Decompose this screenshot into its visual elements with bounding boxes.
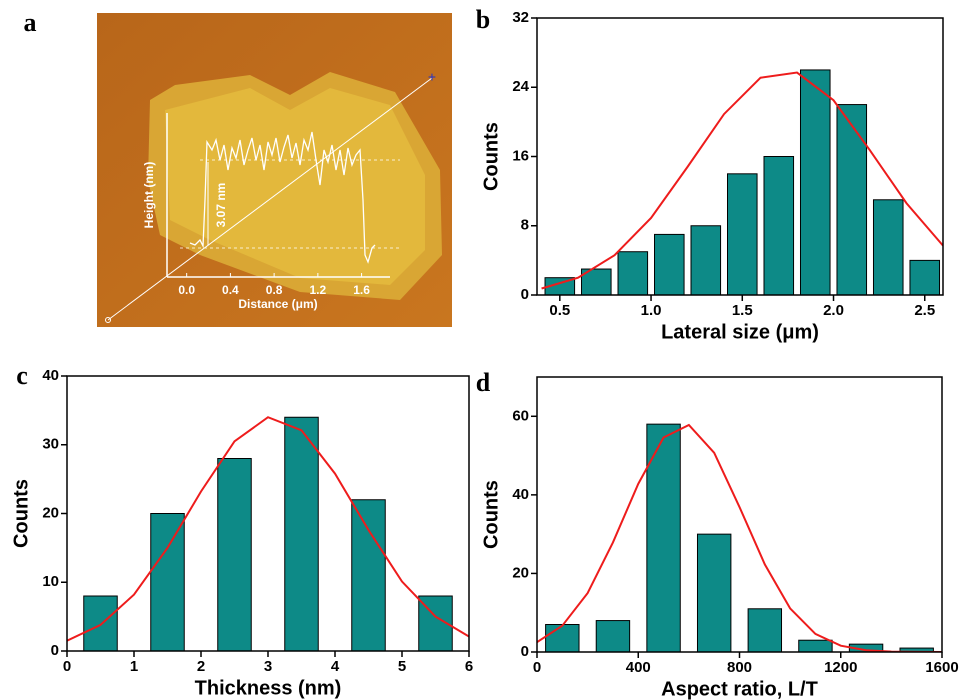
bar bbox=[690, 225, 722, 296]
x-tick-label: 0 bbox=[63, 658, 71, 675]
bar bbox=[727, 173, 758, 296]
bar bbox=[545, 624, 580, 653]
x-tick-label: 1.0 bbox=[641, 302, 662, 319]
x-tick-label: 3 bbox=[264, 658, 272, 675]
inset-x-label: Distance (μm) bbox=[238, 297, 317, 311]
scan-line bbox=[107, 77, 433, 321]
plot bbox=[541, 69, 943, 296]
x-tick-label: 0.5 bbox=[549, 302, 570, 319]
bar bbox=[654, 233, 685, 296]
x-tick-label: 2.5 bbox=[914, 302, 935, 319]
x-axis-label: Lateral size (μm) bbox=[661, 321, 819, 343]
bar bbox=[595, 620, 631, 653]
x-tick-label: 0.4 bbox=[222, 283, 239, 297]
bar bbox=[83, 595, 118, 652]
x-tick-label: 0.8 bbox=[266, 283, 283, 297]
fit-curve bbox=[537, 423, 942, 652]
bar bbox=[284, 416, 319, 652]
y-tick-label: 20 bbox=[512, 564, 529, 581]
y-tick-label: 20 bbox=[42, 504, 59, 521]
bar bbox=[799, 69, 831, 296]
fit-curve bbox=[67, 416, 469, 642]
x-tick-label: 2.0 bbox=[823, 302, 844, 319]
bar bbox=[872, 199, 904, 296]
y-tick-label: 32 bbox=[512, 9, 529, 26]
bar bbox=[836, 104, 868, 296]
bar bbox=[351, 499, 386, 652]
y-tick-label: 0 bbox=[51, 642, 59, 659]
fit-curve bbox=[541, 71, 943, 290]
x-tick-label: 400 bbox=[626, 659, 651, 676]
scan-start bbox=[105, 317, 111, 323]
flake-top bbox=[165, 88, 425, 285]
x-tick-label: 0.0 bbox=[178, 283, 195, 297]
y-axis-label: Counts bbox=[480, 480, 502, 549]
x-tick-label: 1.6 bbox=[353, 283, 370, 297]
bar bbox=[617, 251, 649, 296]
x-tick-label: 5 bbox=[398, 658, 406, 675]
x-tick-label: 1 bbox=[130, 658, 138, 675]
x-tick-label: 1.2 bbox=[310, 283, 327, 297]
bar bbox=[696, 533, 732, 653]
bar bbox=[217, 458, 252, 652]
panel-label: b bbox=[476, 5, 490, 34]
y-axis-label: Counts bbox=[10, 479, 32, 548]
y-tick-label: 40 bbox=[512, 486, 529, 503]
x-axis-label: Thickness (nm) bbox=[195, 677, 342, 699]
x-tick-label: 0 bbox=[533, 659, 541, 676]
y-tick-label: 10 bbox=[42, 573, 59, 590]
plot bbox=[67, 416, 469, 652]
height-profile bbox=[189, 131, 376, 264]
y-tick-label: 24 bbox=[512, 78, 529, 95]
y-tick-label: 0 bbox=[521, 643, 529, 660]
bar bbox=[747, 608, 783, 653]
y-tick-label: 40 bbox=[42, 367, 59, 384]
bar bbox=[150, 513, 185, 652]
y-tick-label: 30 bbox=[42, 436, 59, 453]
x-tick-label: 2 bbox=[197, 658, 205, 675]
panel-label: c bbox=[16, 361, 28, 390]
x-tick-label: 4 bbox=[331, 658, 340, 675]
scan-end: + bbox=[428, 69, 436, 85]
x-tick-label: 1600 bbox=[925, 659, 958, 676]
y-tick-label: 0 bbox=[521, 286, 529, 303]
y-axis-label: Counts bbox=[480, 122, 502, 191]
x-axis-label: Aspect ratio, L/T bbox=[661, 678, 818, 700]
panel-label: d bbox=[476, 368, 491, 397]
annotation: 3.07 nm bbox=[214, 183, 228, 228]
plot bbox=[537, 423, 942, 653]
y-tick-label: 8 bbox=[521, 217, 529, 234]
y-tick-label: 16 bbox=[512, 147, 529, 164]
x-tick-label: 800 bbox=[727, 659, 752, 676]
bar bbox=[646, 423, 681, 653]
inset-y-label: Height (nm) bbox=[142, 162, 156, 229]
bar bbox=[763, 156, 795, 296]
plot-frame bbox=[536, 376, 943, 653]
x-tick-label: 1.5 bbox=[732, 302, 753, 319]
bar bbox=[909, 259, 941, 296]
afm-image: + 3.07 nm Height (nm) Distance (μm) bbox=[97, 13, 452, 327]
panel-label: a bbox=[24, 8, 37, 37]
bar bbox=[798, 639, 833, 653]
x-tick-label: 6 bbox=[465, 658, 473, 675]
y-tick-label: 60 bbox=[512, 407, 529, 424]
x-tick-label: 1200 bbox=[824, 659, 857, 676]
